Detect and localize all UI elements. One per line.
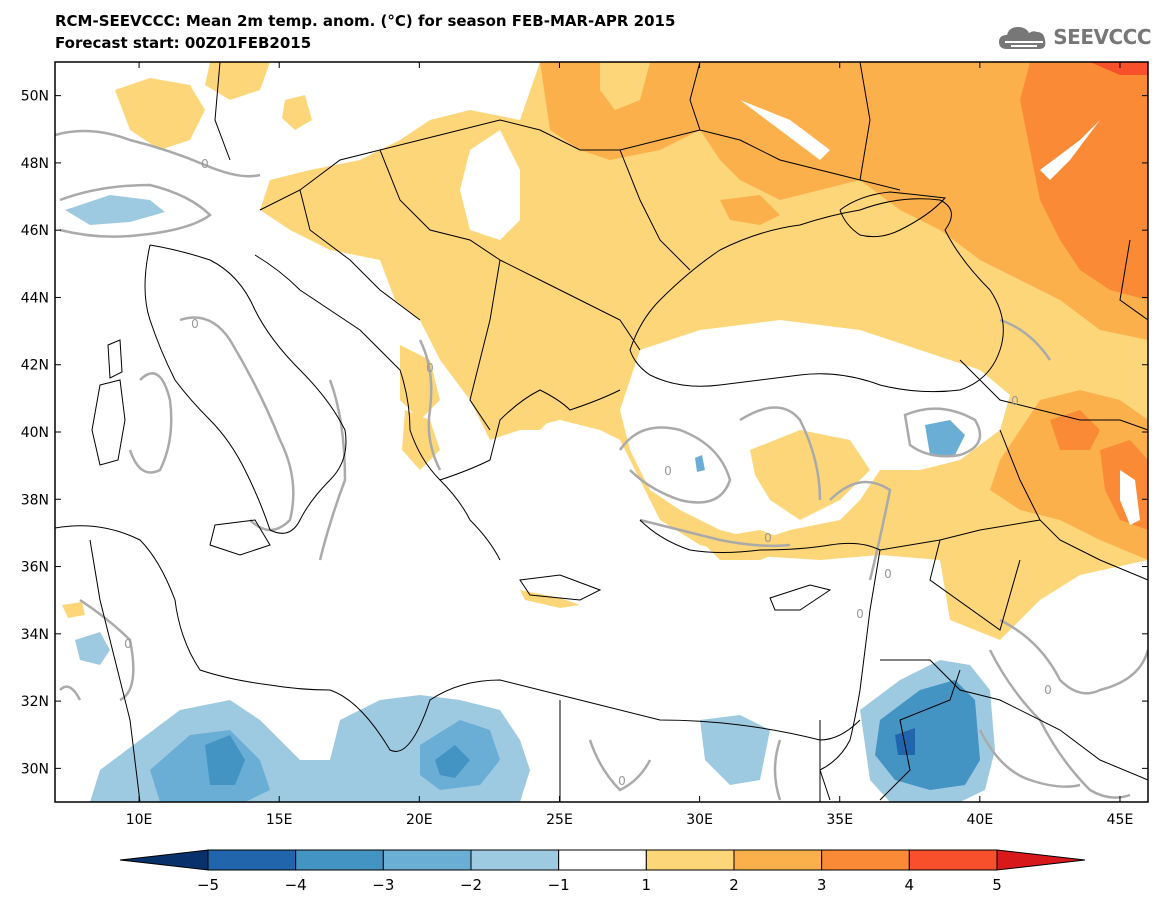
colorbar-label: 4 [905,876,915,894]
lon-tick-label: 10E [126,812,153,828]
colorbar-bin [821,849,910,871]
contour-value-label: 0 [191,317,199,331]
lat-tick-label: 42N [21,358,49,374]
lon-tick-label: 15E [266,812,293,828]
colorbar-bin [645,849,735,871]
latitude-axis: 30N 32N 34N 36N 38N 40N 42N 44N 46N 48N 50N [21,89,1148,777]
seevccc-logo: SEEVCCC [997,22,1151,52]
lat-tick-label: 46N [21,223,49,239]
colorbar-label: −2 [460,876,482,894]
cloud-icon [999,27,1046,49]
colorbar-bin [558,849,647,871]
colorbar-bin [207,849,297,871]
lon-tick-label: 45E [1107,812,1134,828]
zero-contours [55,129,1148,801]
colorbar-label: 1 [642,876,652,894]
lon-tick-label: 40E [967,812,994,828]
contour-labels: 0 0 0 0 0 0 0 0 0 0 0 [124,157,1052,788]
lat-tick-label: 40N [21,425,49,441]
colorbar-label: −3 [372,876,394,894]
contour-value-label: 0 [1044,683,1052,697]
colorbar-label: 3 [817,876,827,894]
contour-value-label: 0 [664,464,672,478]
colorbar-bin [382,849,472,871]
lat-tick-label: 38N [21,492,49,508]
contour-value-label: 0 [884,567,892,581]
longitude-axis: 10E 15E 20E 25E 30E 35E 40E 45E [126,62,1134,828]
contour-value-label: 0 [124,637,132,651]
colorbar-max-arrow [996,849,1086,871]
anomaly-field [55,62,1148,802]
colorbar-label: −4 [285,876,307,894]
colorbar-bin [908,849,998,871]
contour-value-label: 0 [764,531,772,545]
colorbar-label: 2 [729,876,739,894]
colorbar-label: −5 [197,876,219,894]
lon-tick-label: 25E [546,812,573,828]
contour-value-label: 0 [618,774,626,788]
lon-tick-label: 30E [686,812,713,828]
lat-tick-label: 50N [21,89,49,105]
lat-tick-label: 48N [21,156,49,172]
coastlines-borders [55,62,1148,802]
colorbar-label: 5 [992,876,1002,894]
lon-tick-label: 20E [406,812,433,828]
contour-value-label: 0 [201,157,209,171]
colorbar-bin [295,849,384,871]
forecast-start-label: Forecast start: 00Z01FEB2015 [55,34,312,52]
lon-tick-label: 35E [826,812,853,828]
contour-value-label: 0 [426,361,434,375]
colorbar-bin [470,849,560,871]
lat-tick-label: 44N [21,290,49,306]
contour-value-label: 0 [856,607,864,621]
logo-text: SEEVCCC [1053,25,1151,49]
colorbar-bin [733,849,823,871]
lat-tick-label: 32N [21,694,49,710]
lat-tick-label: 30N [21,761,49,777]
colorbar-label: −1 [548,876,570,894]
colorbar: −5 −4 −3 −2 −1 1 2 3 4 5 [119,849,1086,894]
lat-tick-label: 36N [21,560,49,576]
contour-value-label: 0 [1011,394,1019,408]
colorbar-min-arrow [119,849,209,871]
map-title: RCM-SEEVCCC: Mean 2m temp. anom. (°C) fo… [55,12,676,30]
lat-tick-label: 34N [21,627,49,643]
